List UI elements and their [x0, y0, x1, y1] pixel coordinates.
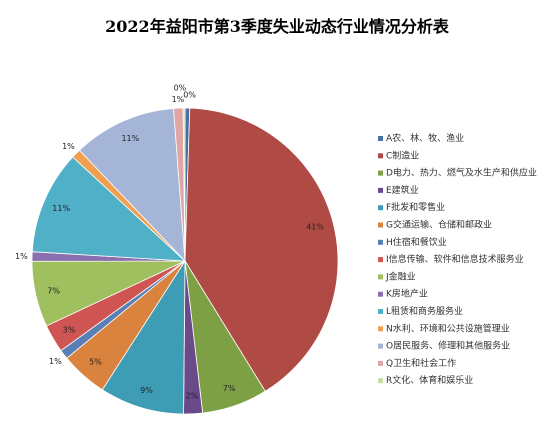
slice-label: 9%	[140, 386, 153, 395]
pie-slice	[182, 107, 186, 262]
legend-swatch	[378, 274, 383, 280]
slice-label: 0%	[174, 84, 187, 93]
legend-item-label: L租赁和商务服务业	[386, 305, 463, 317]
slice-label: 1%	[49, 357, 62, 366]
pie-slice	[78, 108, 186, 263]
legend-swatch	[378, 170, 383, 176]
legend-swatch	[378, 343, 383, 349]
pie-slice-labels: 0%41%7%2%9%5%1%3%7%1%11%1%11%1%0%	[15, 84, 324, 401]
pie-slice	[31, 156, 187, 262]
slice-label: 1%	[172, 95, 185, 104]
legend-item-label: R文化、体育和娱乐业	[386, 374, 473, 386]
pie-slice	[101, 259, 186, 415]
legend-item-label: H住宿和餐饮业	[386, 236, 447, 248]
legend-item-label: F批发和零售业	[386, 201, 445, 213]
legend-swatch	[378, 239, 383, 245]
slice-label: 41%	[306, 222, 324, 231]
slice-label: 3%	[63, 325, 76, 334]
legend-item-label: E建筑业	[386, 184, 419, 196]
legend-item-label: G交通运输、仓储和邮政业	[386, 219, 492, 231]
legend-swatch	[378, 378, 383, 384]
slice-label: 7%	[223, 384, 236, 393]
slice-label: 1%	[15, 252, 28, 261]
slice-label: 11%	[121, 134, 139, 143]
legend: A农、林、牧、渔业 C制造业 D电力、热力、燃气及水生产和供应业 E建筑业 F批发和零售…	[378, 132, 537, 386]
legend-swatch	[378, 257, 383, 263]
legend-swatch	[378, 153, 383, 159]
legend-swatch	[378, 309, 383, 314]
legend-swatch	[378, 136, 383, 141]
legend-item-label: O居民服务、修理和其他服务业	[386, 340, 510, 352]
legend-swatch	[378, 360, 383, 366]
legend-item-label: C制造业	[386, 149, 419, 161]
legend-swatch	[378, 291, 383, 297]
legend-item-label: J金融业	[385, 270, 416, 282]
slice-label: 11%	[52, 204, 70, 213]
legend-swatch	[378, 222, 383, 228]
pie-slices	[31, 107, 339, 415]
slice-label: 2%	[186, 391, 199, 400]
slice-label: 0%	[183, 90, 196, 99]
legend-item-label: K房地产业	[386, 288, 428, 300]
legend-swatch	[378, 205, 383, 211]
legend-swatch	[378, 187, 383, 193]
slice-label: 7%	[47, 286, 60, 295]
legend-item-label: I信息传输、软件和信息技术服务业	[386, 253, 524, 265]
slice-label: 5%	[89, 358, 102, 367]
legend-item-label: D电力、热力、燃气及水生产和供应业	[386, 167, 537, 179]
legend-item-label: Q卫生和社会工作	[386, 357, 456, 369]
slice-label: 1%	[62, 142, 75, 151]
legend-item-label: N水利、环境和公共设施管理业	[386, 322, 510, 334]
legend-item-label: A农、林、牧、渔业	[386, 132, 464, 144]
legend-swatch	[378, 326, 383, 332]
chart-title: 2022年益阳市第3季度失业动态行业情况分析表	[105, 17, 449, 36]
pie-slice	[184, 107, 339, 392]
